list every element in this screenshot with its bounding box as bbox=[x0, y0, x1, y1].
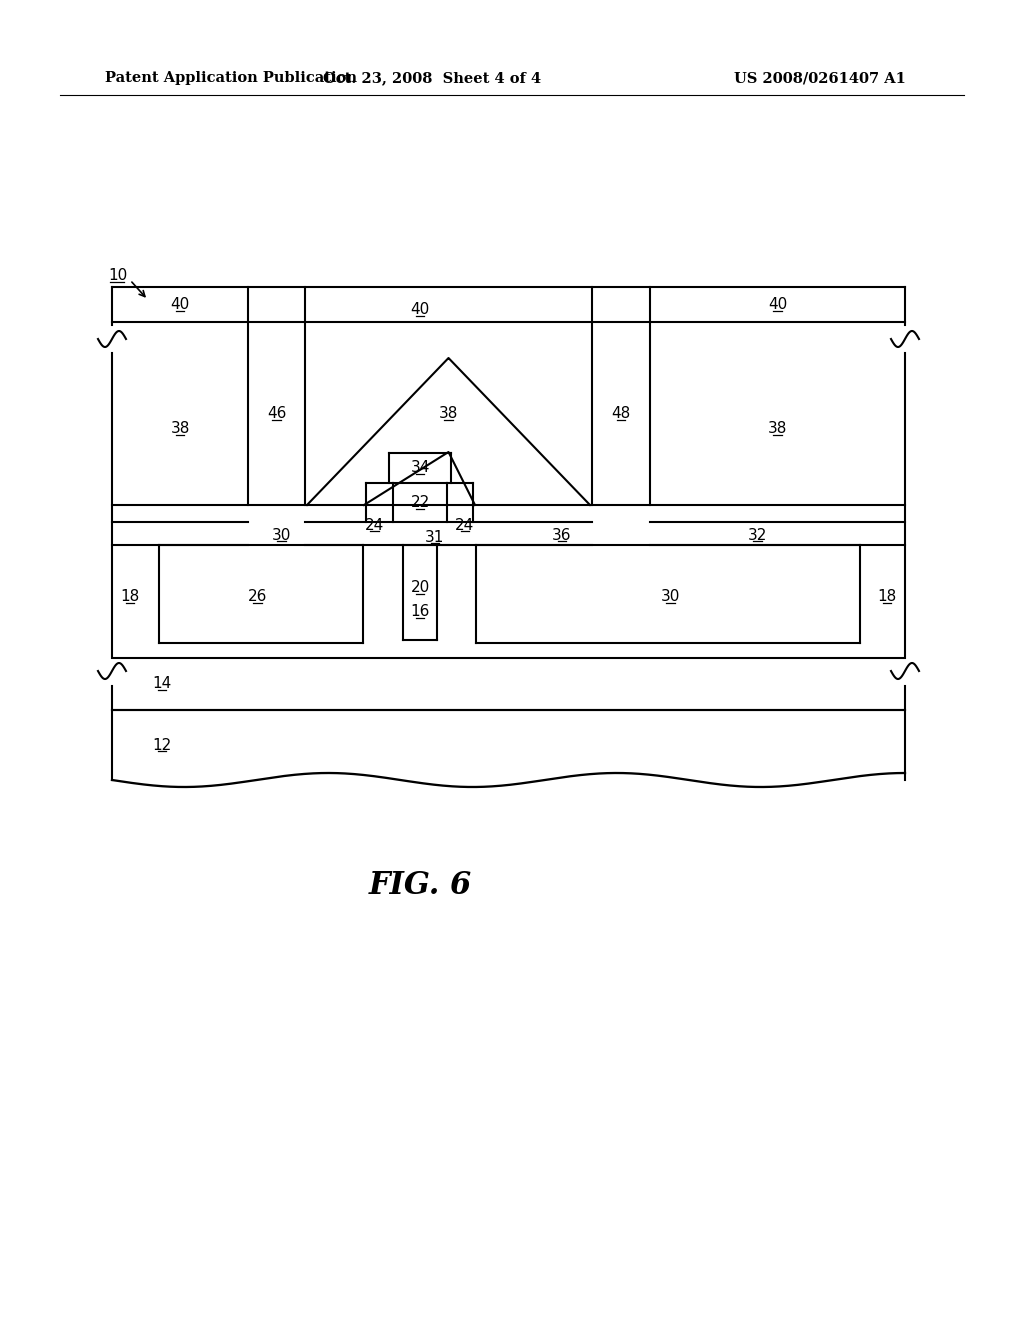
Text: 38: 38 bbox=[768, 421, 787, 436]
Text: 24: 24 bbox=[365, 517, 384, 532]
Text: Patent Application Publication: Patent Application Publication bbox=[105, 71, 357, 84]
Text: 30: 30 bbox=[660, 589, 680, 605]
Text: 38: 38 bbox=[170, 421, 189, 436]
Text: 32: 32 bbox=[748, 528, 767, 543]
Text: 38: 38 bbox=[439, 407, 458, 421]
Text: 16: 16 bbox=[411, 605, 430, 619]
Text: 12: 12 bbox=[153, 738, 172, 752]
Text: 18: 18 bbox=[878, 589, 897, 605]
Text: 20: 20 bbox=[411, 579, 430, 595]
Text: 31: 31 bbox=[425, 529, 444, 544]
Text: 30: 30 bbox=[271, 528, 291, 543]
Text: 24: 24 bbox=[456, 517, 475, 532]
Text: 48: 48 bbox=[611, 407, 631, 421]
Text: 18: 18 bbox=[121, 589, 139, 605]
Text: 46: 46 bbox=[267, 407, 286, 421]
Text: Oct. 23, 2008  Sheet 4 of 4: Oct. 23, 2008 Sheet 4 of 4 bbox=[323, 71, 541, 84]
Text: FIG. 6: FIG. 6 bbox=[369, 870, 472, 900]
Text: 26: 26 bbox=[248, 589, 267, 605]
Text: 10: 10 bbox=[109, 268, 128, 284]
Text: 36: 36 bbox=[552, 528, 571, 543]
Text: 22: 22 bbox=[411, 495, 430, 510]
Text: 34: 34 bbox=[411, 461, 430, 475]
Text: 40: 40 bbox=[768, 297, 787, 312]
Text: US 2008/0261407 A1: US 2008/0261407 A1 bbox=[734, 71, 906, 84]
Text: 40: 40 bbox=[170, 297, 189, 312]
Text: 40: 40 bbox=[411, 302, 430, 317]
Text: 14: 14 bbox=[153, 676, 172, 692]
